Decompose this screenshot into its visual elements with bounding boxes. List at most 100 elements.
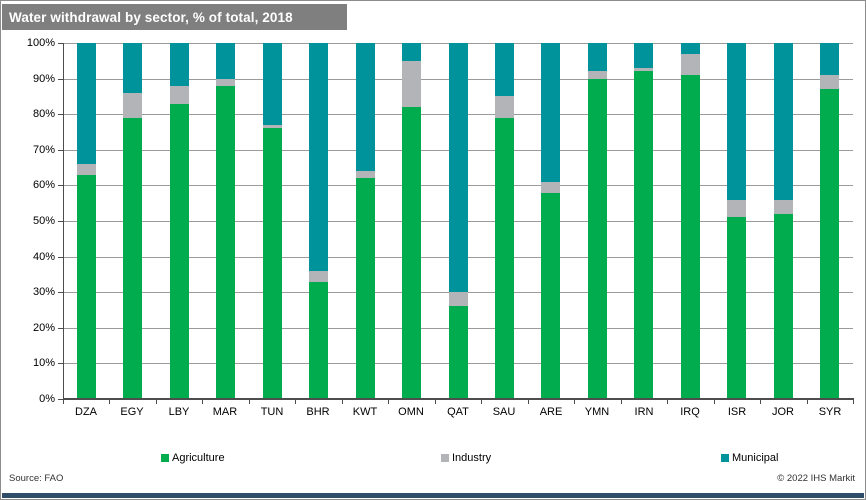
x-axis-tick bbox=[388, 400, 389, 404]
y-axis-tick bbox=[58, 79, 63, 80]
bar-segment-egy-industry bbox=[123, 92, 142, 118]
bar-segment-jor-municipal bbox=[774, 43, 793, 200]
bar-segment-omn-industry bbox=[402, 60, 421, 108]
y-axis-tick bbox=[58, 399, 63, 400]
bar-segment-egy-agriculture bbox=[123, 117, 142, 399]
y-axis-label: 70% bbox=[32, 144, 55, 156]
bar-segment-syr-municipal bbox=[820, 43, 839, 76]
x-axis-tick bbox=[156, 400, 157, 404]
chart-title: Water withdrawal by sector, % of total, … bbox=[9, 9, 293, 25]
bar-segment-jor-industry bbox=[774, 199, 793, 214]
bar-segment-dza-industry bbox=[77, 164, 96, 175]
x-axis-label-bhr: BHR bbox=[306, 406, 330, 418]
x-axis-label-omn: OMN bbox=[398, 406, 424, 418]
x-axis-tick bbox=[249, 400, 250, 404]
bar-segment-isr-industry bbox=[727, 199, 746, 218]
y-axis-line bbox=[63, 43, 64, 400]
y-axis-label: 100% bbox=[26, 37, 55, 49]
bar-segment-isr-agriculture bbox=[727, 217, 746, 399]
x-axis-label-irq: IRQ bbox=[680, 406, 700, 418]
y-axis-label: 60% bbox=[32, 179, 55, 191]
y-axis-label: 10% bbox=[32, 357, 55, 369]
bar-segment-ymn-municipal bbox=[588, 43, 607, 72]
x-axis-tick bbox=[528, 400, 529, 404]
legend-label-industry: Industry bbox=[452, 452, 492, 464]
municipal-swatch-icon bbox=[721, 454, 729, 462]
x-axis-label-ymn: YMN bbox=[584, 406, 610, 418]
legend-item-municipal: Municipal bbox=[721, 452, 778, 464]
y-axis-label: 30% bbox=[32, 286, 55, 298]
y-axis-tick bbox=[58, 221, 63, 222]
x-axis-label-kwt: KWT bbox=[352, 406, 378, 418]
y-axis-tick bbox=[58, 185, 63, 186]
agriculture-swatch-icon bbox=[161, 454, 169, 462]
bar-segment-mar-municipal bbox=[216, 43, 235, 79]
legend: Agriculture Industry Municipal bbox=[1, 452, 865, 468]
y-axis-tick bbox=[58, 328, 63, 329]
bar-segment-syr-industry bbox=[820, 75, 839, 90]
x-axis-tick bbox=[574, 400, 575, 404]
x-axis-label-lby: LBY bbox=[168, 406, 190, 418]
x-axis-tick bbox=[202, 400, 203, 404]
bar-segment-are-industry bbox=[541, 181, 560, 193]
bar-segment-ymn-agriculture bbox=[588, 78, 607, 399]
bar-segment-isr-municipal bbox=[727, 43, 746, 200]
x-axis-tick bbox=[714, 400, 715, 404]
x-axis-tick bbox=[667, 400, 668, 404]
x-axis-tick bbox=[853, 400, 854, 404]
bar-segment-irn-municipal bbox=[634, 43, 653, 68]
y-axis-label: 50% bbox=[32, 215, 55, 227]
footer-brand-bar bbox=[2, 493, 864, 498]
bar-segment-dza-municipal bbox=[77, 43, 96, 165]
bar-segment-tun-municipal bbox=[263, 43, 282, 125]
legend-item-agriculture: Agriculture bbox=[161, 452, 225, 464]
y-axis-label: 40% bbox=[32, 251, 55, 263]
bar-segment-dza-agriculture bbox=[77, 174, 96, 399]
bar-segment-lby-industry bbox=[170, 85, 189, 104]
bar-segment-syr-agriculture bbox=[820, 89, 839, 399]
bar-segment-mar-agriculture bbox=[216, 85, 235, 399]
bar-segment-irq-industry bbox=[681, 53, 700, 76]
y-axis-label: 90% bbox=[32, 73, 55, 85]
x-axis-label-jor: JOR bbox=[772, 406, 794, 418]
bar-segment-bhr-industry bbox=[309, 270, 328, 282]
bar-segment-sau-agriculture bbox=[495, 117, 514, 399]
bar-segment-qat-municipal bbox=[449, 43, 468, 293]
y-axis-tick bbox=[58, 257, 63, 258]
bar-segment-omn-municipal bbox=[402, 43, 421, 61]
bar-segment-tun-agriculture bbox=[263, 128, 282, 399]
bar-segment-bhr-agriculture bbox=[309, 281, 328, 399]
x-axis-tick bbox=[63, 400, 64, 404]
legend-label-municipal: Municipal bbox=[732, 452, 779, 464]
y-axis-tick bbox=[58, 150, 63, 151]
bar-segment-irq-municipal bbox=[681, 43, 700, 54]
bar-segment-tun-industry bbox=[263, 124, 282, 129]
bar-segment-kwt-municipal bbox=[356, 43, 375, 172]
bar-segment-mar-industry bbox=[216, 78, 235, 86]
bar-segment-jor-agriculture bbox=[774, 213, 793, 399]
legend-item-industry: Industry bbox=[441, 452, 491, 464]
bar-segment-qat-industry bbox=[449, 292, 468, 307]
x-axis-label-sau: SAU bbox=[492, 406, 516, 418]
title-bar: Water withdrawal by sector, % of total, … bbox=[2, 4, 347, 30]
bar-segment-kwt-agriculture bbox=[356, 178, 375, 399]
bar-segment-irq-agriculture bbox=[681, 75, 700, 399]
y-axis-label: 0% bbox=[39, 393, 55, 405]
x-axis-label-dza: DZA bbox=[75, 406, 97, 418]
x-axis-tick bbox=[807, 400, 808, 404]
bar-segment-irn-agriculture bbox=[634, 71, 653, 399]
industry-swatch-icon bbox=[441, 454, 449, 462]
bar-segment-omn-agriculture bbox=[402, 107, 421, 399]
x-axis-tick bbox=[481, 400, 482, 404]
bar-segment-qat-agriculture bbox=[449, 306, 468, 399]
bar-segment-lby-municipal bbox=[170, 43, 189, 86]
y-axis-tick bbox=[58, 363, 63, 364]
bar-segment-are-agriculture bbox=[541, 192, 560, 399]
x-axis-label-syr: SYR bbox=[818, 406, 842, 418]
bar-segment-egy-municipal bbox=[123, 43, 142, 93]
x-axis-label-qat: QAT bbox=[447, 406, 469, 418]
bar-segment-bhr-municipal bbox=[309, 43, 328, 271]
x-axis-label-irn: IRN bbox=[634, 406, 654, 418]
